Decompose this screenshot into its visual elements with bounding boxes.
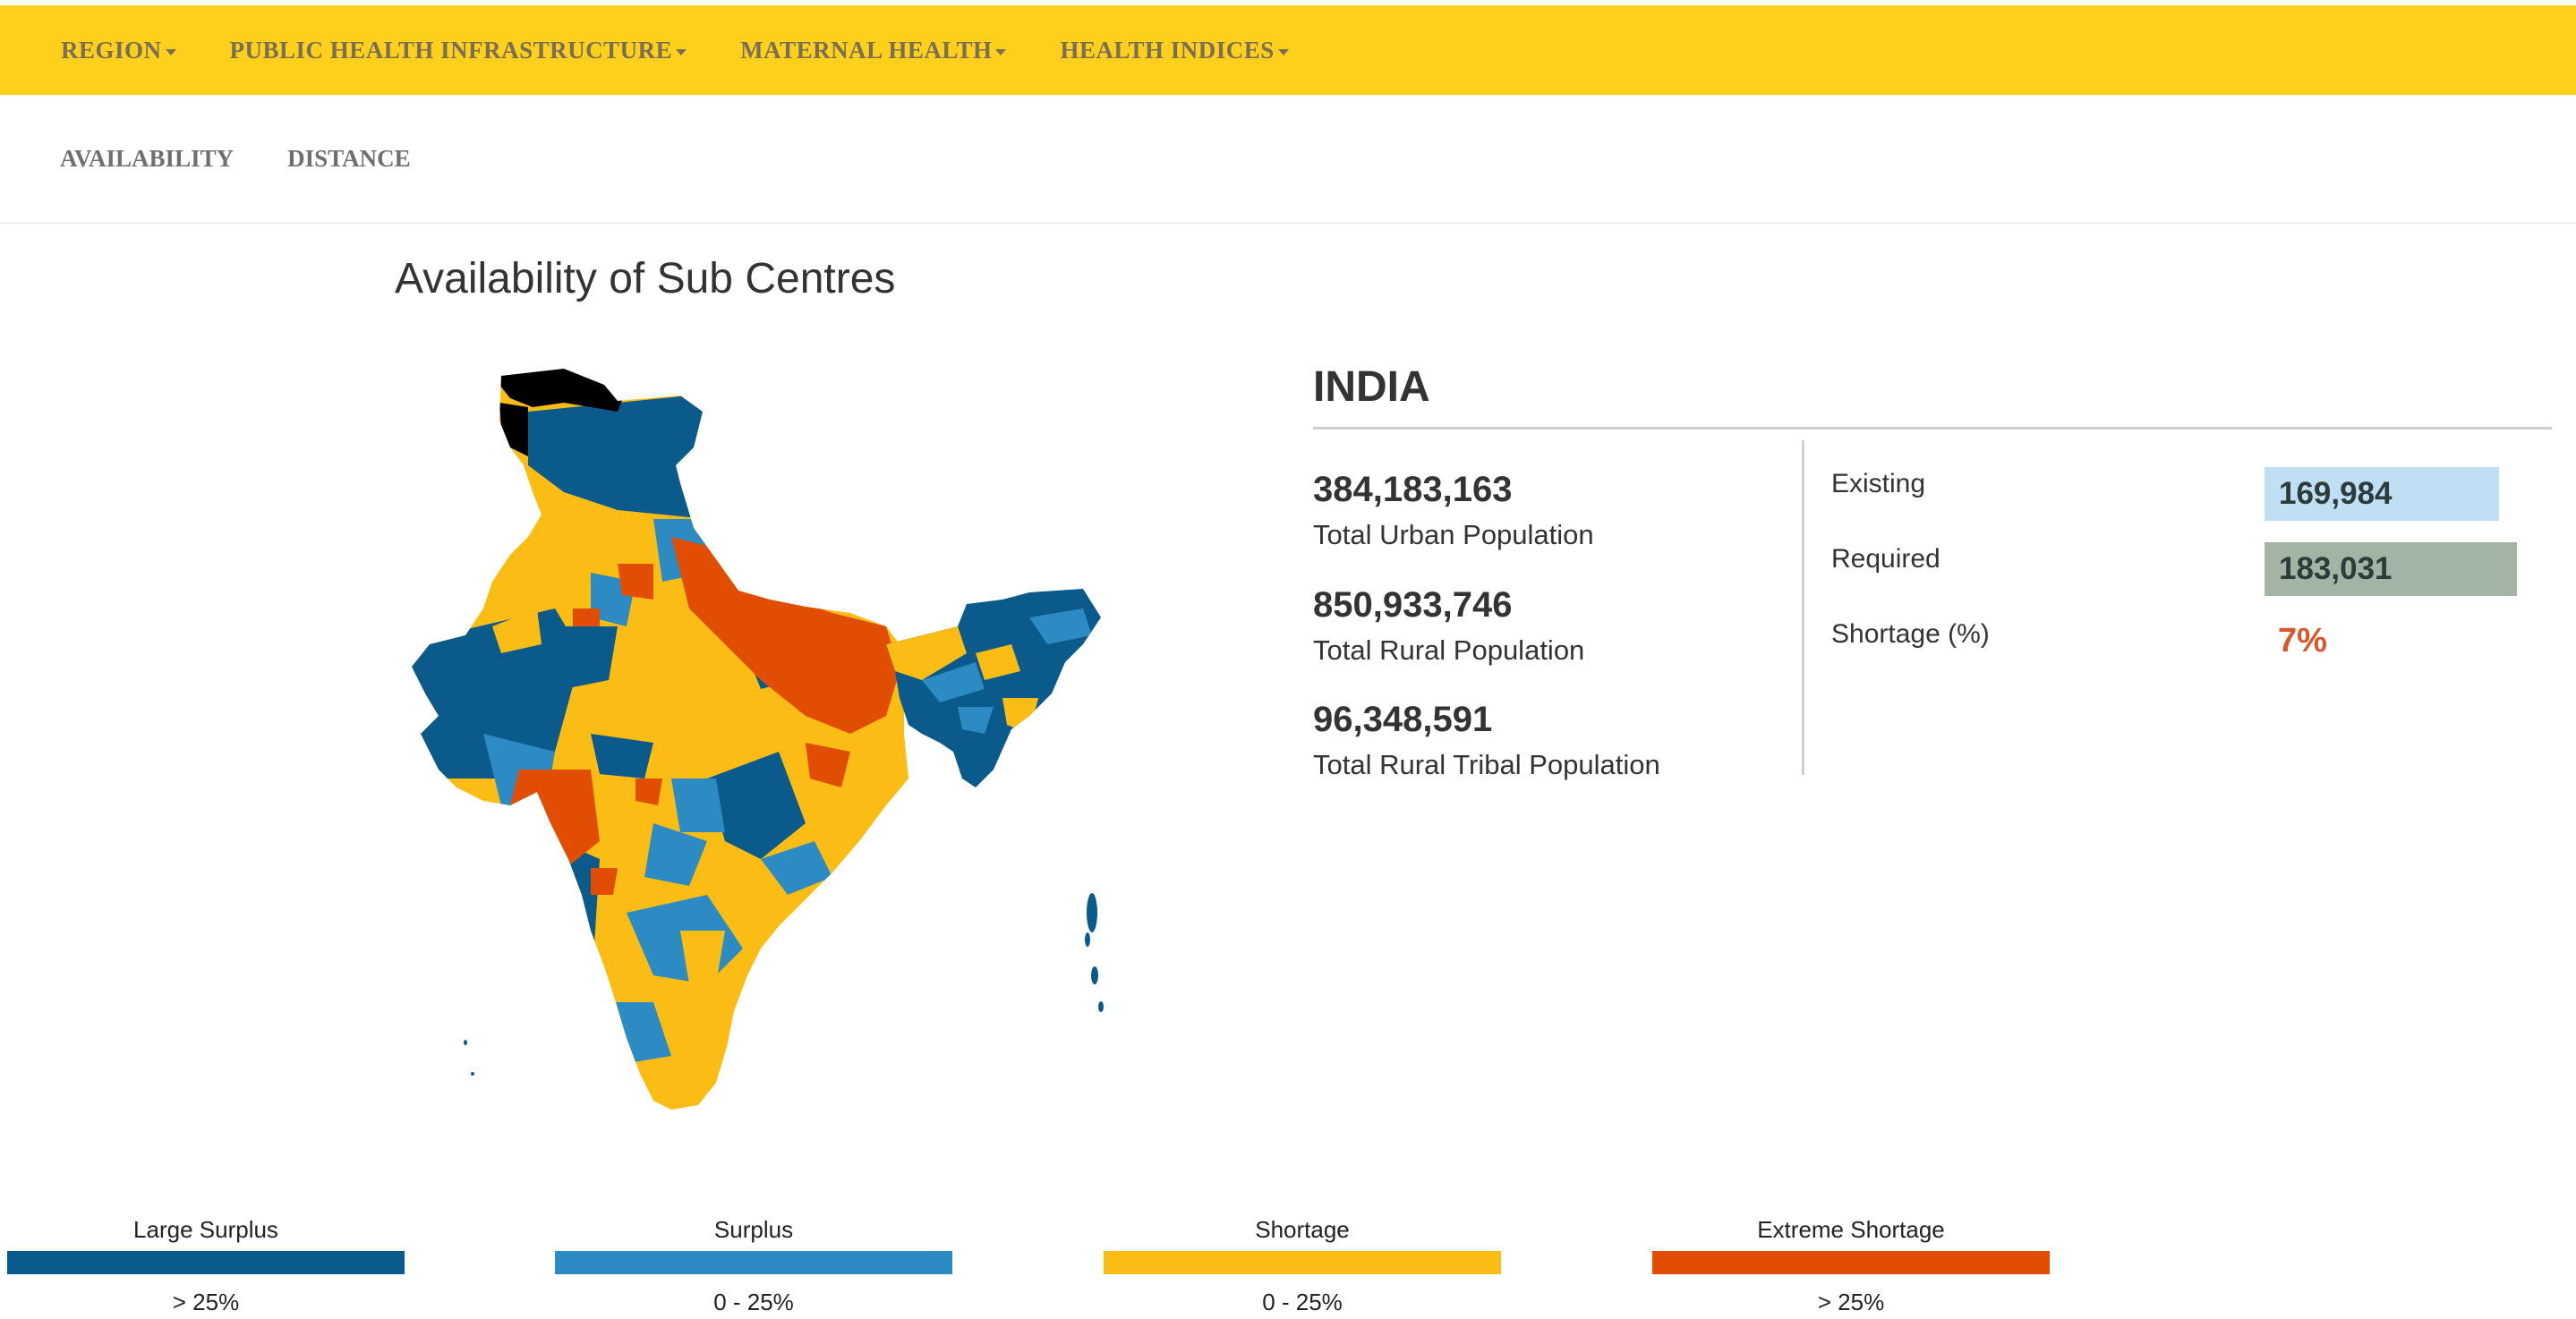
nav-health-indices[interactable]: HEALTH INDICES xyxy=(1060,36,1289,64)
legend-range: > 25% xyxy=(172,1289,240,1315)
required-value: 183,031 xyxy=(2279,551,2393,586)
nav-public-health-infrastructure-label: PUBLIC HEALTH INFRASTRUCTURE xyxy=(229,36,673,64)
existing-value: 169,984 xyxy=(2279,476,2393,511)
existing-label: Existing xyxy=(1831,469,1926,498)
legend-title: Shortage xyxy=(1255,1216,1350,1243)
legend-range: > 25% xyxy=(1817,1289,1885,1315)
caret-down-icon xyxy=(1277,48,1289,55)
legend-title: Surplus xyxy=(713,1216,794,1243)
stat-label: Total Rural Population xyxy=(1313,634,1585,666)
legend-color-bar xyxy=(1652,1251,2050,1274)
page-title: Availability of Sub Centres xyxy=(395,255,896,302)
required-bar: 183,031 xyxy=(2265,542,2517,596)
legend-surplus: Surplus 0 - 25% xyxy=(555,1215,952,1316)
caret-down-icon xyxy=(676,48,687,55)
top-nav-bar: REGION PUBLIC HEALTH INFRASTRUCTURE MATE… xyxy=(0,5,2576,95)
nav-health-indices-label: HEALTH INDICES xyxy=(1060,36,1275,64)
legend-title: Large Surplus xyxy=(133,1216,278,1243)
india-choropleth-map[interactable] xyxy=(385,358,1128,1199)
tab-distance[interactable]: DISTANCE xyxy=(287,144,411,172)
sub-nav-bar: AVAILABILITY DISTANCE xyxy=(0,95,2576,224)
stat-value: 384,183,163 xyxy=(1313,470,1513,509)
nav-region[interactable]: REGION xyxy=(61,37,176,64)
stat-urban-population: 384,183,163 Total Urban Population xyxy=(1313,470,1594,551)
legend-shortage: Shortage 0 - 25% xyxy=(1104,1215,1501,1316)
vertical-divider xyxy=(1802,440,1804,775)
caret-down-icon xyxy=(995,48,1007,55)
stat-rural-population: 850,933,746 Total Rural Population xyxy=(1313,585,1584,667)
nav-maternal-health[interactable]: MATERNAL HEALTH xyxy=(740,36,1007,64)
stat-value: 96,348,591 xyxy=(1313,700,1493,739)
legend-range: 0 - 25% xyxy=(1262,1289,1343,1315)
stat-label: Total Rural Tribal Population xyxy=(1313,749,1660,780)
legend-large-surplus: Large Surplus > 25% xyxy=(7,1215,405,1316)
legend-color-bar xyxy=(1104,1251,1501,1274)
nav-region-label: REGION xyxy=(61,36,162,64)
stat-label: Total Urban Population xyxy=(1313,519,1594,550)
nav-public-health-infrastructure[interactable]: PUBLIC HEALTH INFRASTRUCTURE xyxy=(230,37,687,64)
tab-availability[interactable]: AVAILABILITY xyxy=(60,144,235,172)
region-name: INDIA xyxy=(1313,363,1430,411)
legend-color-bar xyxy=(7,1251,405,1274)
legend-color-bar xyxy=(555,1251,952,1274)
nav-maternal-health-label: MATERNAL HEALTH xyxy=(740,36,993,64)
legend-range: 0 - 25% xyxy=(713,1289,794,1315)
stat-value: 850,933,746 xyxy=(1313,585,1513,625)
caret-down-icon xyxy=(165,48,176,55)
region-divider xyxy=(1313,427,2552,430)
shortage-value: 7% xyxy=(2278,622,2327,660)
required-label: Required xyxy=(1831,544,1941,574)
legend-title: Extreme Shortage xyxy=(1757,1216,1945,1243)
existing-bar: 169,984 xyxy=(2265,467,2499,521)
stat-rural-tribal-population: 96,348,591 Total Rural Tribal Population xyxy=(1313,700,1660,781)
legend-extreme-shortage: Extreme Shortage > 25% xyxy=(1652,1215,2050,1316)
shortage-label: Shortage (%) xyxy=(1831,619,1990,649)
